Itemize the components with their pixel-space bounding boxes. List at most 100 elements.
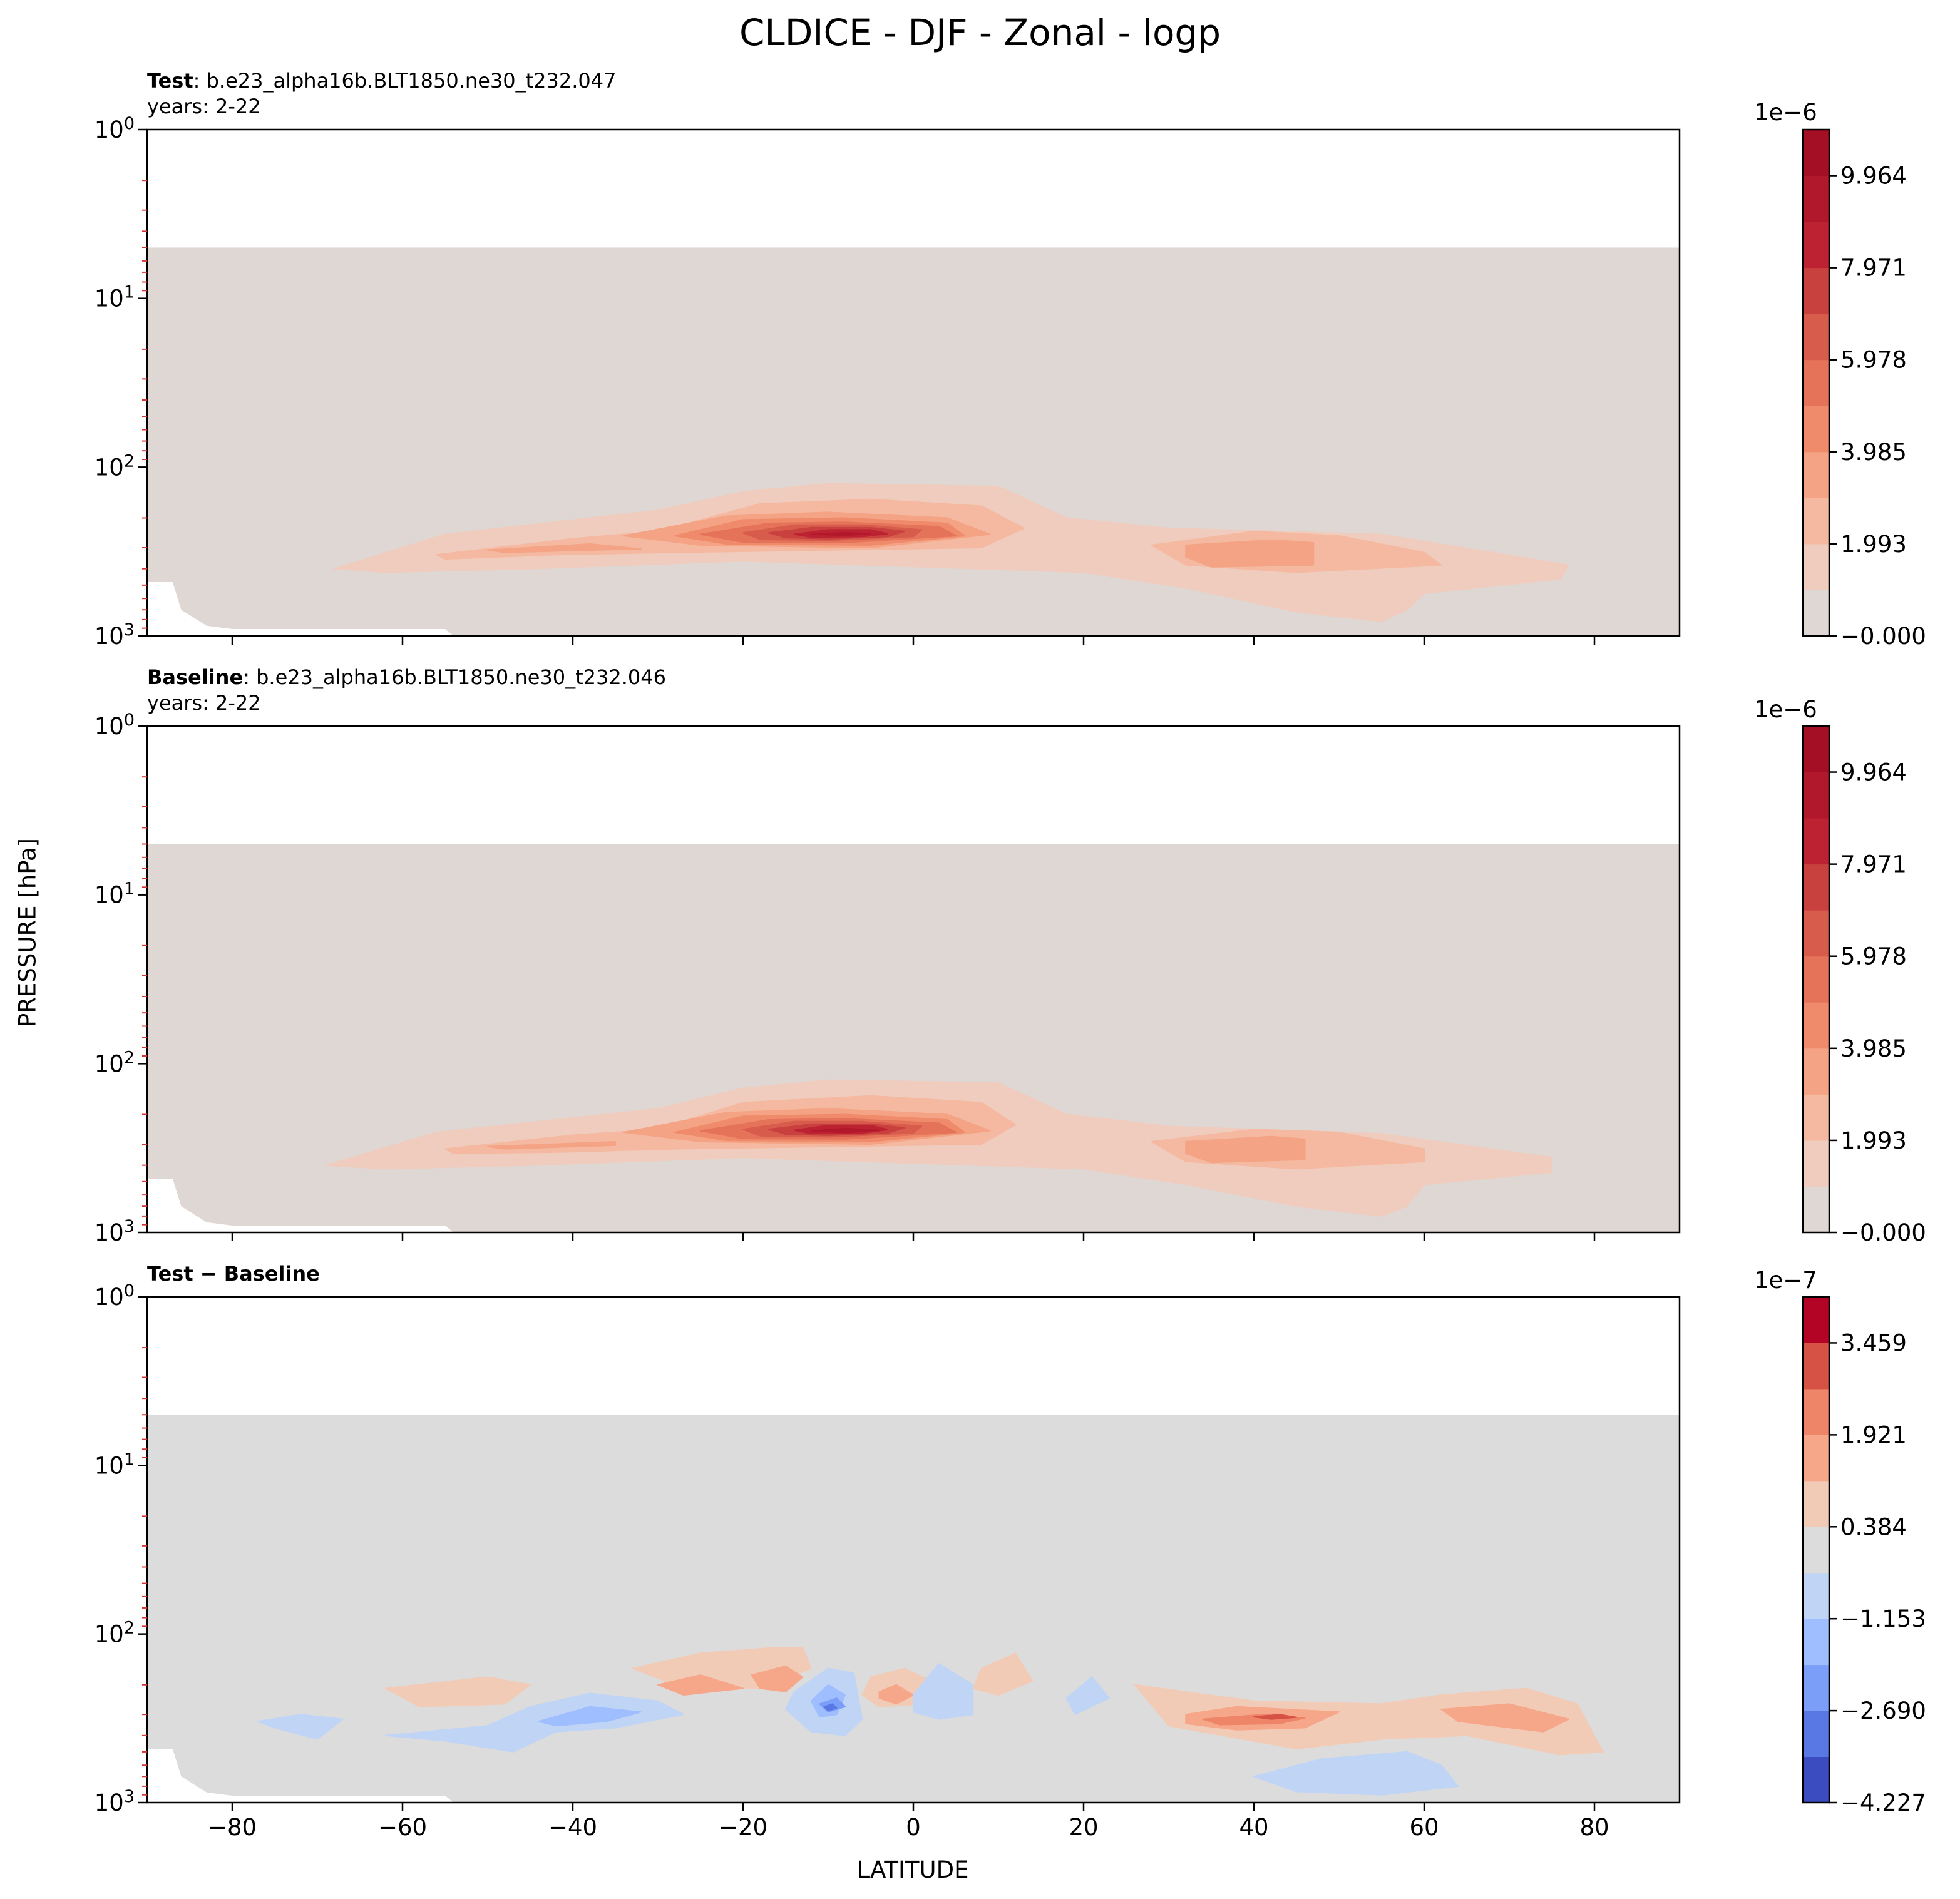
contour-level-1 [334,483,1570,622]
colorbar-tick-label: 0.384 [1840,1513,1907,1540]
colorbar-segment [1803,1435,1829,1482]
missing-data-region [147,1749,454,1803]
x-tick-label: 0 [906,1814,921,1841]
colorbar-tick-label: 7.971 [1840,851,1907,878]
colorbar-scale-label: 1e−7 [1754,1267,1817,1294]
colorbar-tick-label: 7.971 [1840,255,1907,282]
y-tick-label: 102 [95,1048,135,1077]
panel-test: 100 101 102 103 −0.000 1.993 3.985 5.978 7.971 9.… [95,99,1926,650]
y-tick-label: 103 [95,1787,135,1816]
contour-level-6 [384,1676,531,1707]
colorbar-tick-label: −2.690 [1840,1697,1926,1724]
colorbar-tick-label: 3.459 [1840,1329,1907,1356]
colorbar-segment [1803,314,1829,361]
colorbar-segment [1803,1527,1829,1574]
contour-level-4 [1253,1751,1459,1796]
y-tick-label: 103 [95,1217,135,1246]
y-tick-label: 101 [95,879,135,909]
x-tick-label: 40 [1239,1814,1268,1841]
colorbar-segment [1803,451,1829,498]
x-axis-label: LATITUDE [856,1856,969,1883]
colorbar-segment [1803,175,1829,222]
y-tick-label: 100 [95,1281,135,1311]
contour-level-9 [810,1127,880,1134]
colorbar-tick-label: −4.227 [1840,1789,1926,1816]
y-tick-label: 101 [95,283,135,312]
colorbar-segment [1803,1140,1829,1187]
colorbar-segment [1803,590,1829,637]
colorbar-segment [1803,359,1829,406]
colorbar-segment [1803,910,1829,957]
y-tick-label: 102 [95,451,135,481]
panel-title-case: : b.e23_alpha16b.BLT1850.ne30_t232.047 [193,69,617,93]
colorbar-segment [1803,1711,1829,1758]
x-tick-label: −20 [719,1814,767,1841]
panel-title-test: Test: b.e23_alpha16b.BLT1850.ne30_t232.0… [147,68,616,120]
panel-title-bold: Baseline [147,665,244,689]
contour-field [147,247,1680,636]
colorbar-segment [1803,498,1829,545]
x-tick-label: 20 [1069,1814,1098,1841]
colorbar-segment [1803,956,1829,1003]
contour-level-4 [257,1714,344,1740]
colorbar-segment [1803,1094,1829,1141]
colorbar-tick-label: 3.985 [1840,439,1907,466]
y-tick-label: 102 [95,1619,135,1648]
colorbar-segment [1803,267,1829,314]
colorbar-segment [1803,1388,1829,1435]
panel-title-case: : b.e23_alpha16b.BLT1850.ne30_t232.046 [243,665,666,689]
x-tick-label: 60 [1409,1814,1439,1841]
colorbar: −0.000 1.993 3.985 5.978 7.971 9.964 1e−6 [1754,99,1926,650]
colorbar-segment [1803,1186,1829,1233]
contour-level-9 [810,531,871,536]
contour-level-3 [487,543,642,553]
contour-level-7 [878,1684,914,1705]
colorbar-segment [1803,1480,1829,1527]
colorbar-tick-label: −1.153 [1840,1605,1926,1632]
colorbar-segment [1803,1664,1829,1711]
colorbar-tick-label: 9.964 [1840,759,1907,786]
colorbar-tick-label: 1.993 [1840,531,1907,558]
colorbar-segment [1803,1343,1829,1390]
colorbar-scale-label: 1e−6 [1754,99,1817,126]
contour-level-6 [972,1652,1034,1696]
panel-title-baseline: Baseline: b.e23_alpha16b.BLT1850.ne30_t2… [147,665,666,716]
contour-level-1 [823,1703,838,1712]
contour-level-4 [1065,1676,1110,1716]
x-tick-label: 80 [1579,1814,1609,1841]
colorbar: −0.000 1.993 3.985 5.978 7.971 9.964 1e−6 [1754,696,1926,1246]
contour-level-4 [384,1692,684,1753]
colorbar-segment [1803,1297,1829,1343]
contour-field [147,844,1680,1232]
y-tick-label: 100 [95,710,135,740]
panel-subtitle: years: 2-22 [147,95,261,118]
contour-level-7 [657,1674,744,1696]
colorbar-tick-label: 3.985 [1840,1035,1907,1062]
panel-baseline: 100 101 102 103 −0.000 1.993 3.985 5.978 7.971 9.… [95,696,1926,1246]
colorbar-segment [1803,1048,1829,1095]
colorbar-segment [1803,864,1829,911]
y-tick-label: 103 [95,620,135,650]
colorbar-segment [1803,772,1829,819]
contour-level-6 [1134,1684,1604,1756]
panel-title-bold: Test − Baseline [147,1262,320,1286]
contour-level-1 [325,1079,1552,1217]
colorbar-segment [1803,130,1829,177]
colorbar-segment [1803,1619,1829,1666]
contour-level-3 [1185,1135,1306,1164]
colorbar-segment [1803,726,1829,773]
panel-title-bold: Test [147,69,193,93]
colorbar-frame [1802,725,1830,1234]
colorbar-tick-label: 5.978 [1840,347,1907,374]
colorbar-tick-label: 5.978 [1840,943,1907,970]
contour-level-7 [751,1665,804,1692]
contour-level-3 [538,1706,642,1727]
panel-title-difference: Test − Baseline [147,1261,320,1287]
x-tick-label: −80 [208,1814,257,1841]
x-tick-label: −40 [548,1814,597,1841]
figure-title: CLDICE - DJF - Zonal - logp [739,11,1221,54]
colorbar-segment [1803,1572,1829,1619]
colorbar-segment [1803,1756,1829,1803]
